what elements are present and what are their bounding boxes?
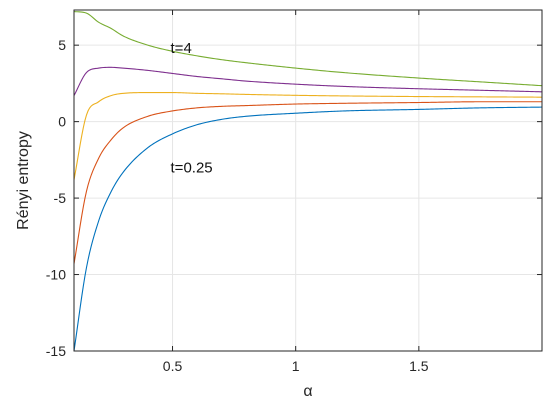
y-axis-label: Rényi entropy [15, 131, 32, 230]
series-line-5 [73, 10, 543, 87]
axes-box [73, 9, 543, 352]
series-line-2 [73, 101, 542, 264]
series-line-4 [73, 66, 543, 96]
curve-annotation: t=4 [171, 40, 192, 57]
curve-annotation: t=0.25 [171, 160, 213, 177]
x-tick-label: 1.5 [409, 358, 429, 374]
x-tick-label: 1 [292, 358, 300, 374]
annotations: t=4 t=0.25 [171, 40, 213, 176]
series-line-1 [73, 106, 543, 352]
y-tick-label: -10 [46, 267, 66, 283]
y-tick-label: -15 [46, 343, 66, 359]
y-tick-label: -5 [54, 190, 67, 206]
ticks: 0.5 1 1.5 5 0 -5 -10 -15 [46, 10, 542, 374]
x-axis-label: α [303, 383, 312, 400]
series-line-3 [73, 92, 543, 180]
series-lines [73, 10, 543, 352]
grid [74, 10, 542, 352]
y-tick-label: 0 [58, 114, 66, 130]
x-tick-label: 0.5 [163, 358, 183, 374]
y-tick-label: 5 [58, 37, 66, 53]
